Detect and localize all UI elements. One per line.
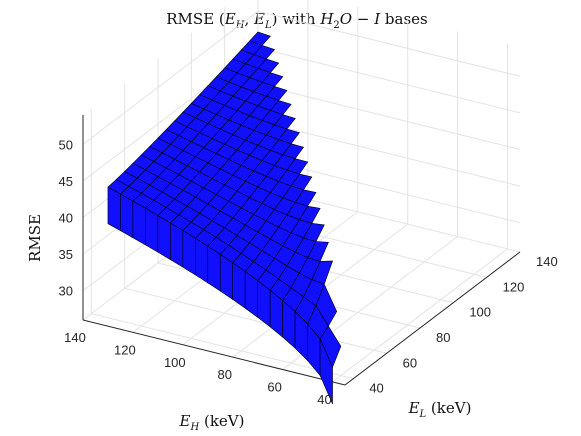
back-wall-grid-line (257, 10, 521, 77)
x-axis-line (82, 319, 346, 386)
surface-edge-patch (207, 245, 221, 292)
y-tick-label: 40 (369, 381, 383, 396)
z-tick-label: 45 (59, 174, 73, 189)
x-axis-label: EH (keV) (179, 412, 245, 433)
floor-grid-line (332, 248, 508, 383)
surface-edge-patch (194, 237, 209, 284)
y-axis-label-symbol: E (408, 399, 420, 417)
surface-edge-patch (145, 207, 159, 253)
y-axis-label-unit: (keV) (426, 399, 471, 417)
y-axis-label: EL (keV) (408, 399, 472, 420)
title-eh: E (224, 10, 236, 28)
title-el-sub: L (264, 20, 272, 31)
x-axis-label-symbol: E (179, 412, 191, 430)
title-minus: − (352, 10, 374, 28)
y-tick-label: 100 (469, 305, 491, 320)
surface-edge-patch (170, 222, 184, 268)
title-text-1: RMSE ( (166, 10, 225, 28)
back-wall-grid-line (257, 47, 521, 114)
tick-labels: 140 120 100 80 60 40 40 60 80 100 120 140 50 45 40 35 30 (59, 137, 558, 407)
surface-edge-patch (319, 338, 333, 404)
y-tick-label: 60 (403, 355, 417, 370)
back-wall-grid-line (257, 84, 521, 150)
x-tick-label: 60 (267, 380, 281, 395)
x-axis-label-sub: H (189, 422, 199, 433)
title-h: H (319, 10, 334, 28)
surface-mesh (107, 31, 342, 404)
title-h-sub: 2 (333, 20, 339, 31)
surface-edge-patch (107, 186, 121, 232)
x-tick-label: 100 (164, 355, 186, 370)
back-wall-grid-line (257, 120, 521, 187)
y-tick-label: 140 (536, 254, 558, 269)
z-axis-label: RMSE (26, 214, 44, 262)
floor-grid-line (124, 287, 387, 354)
z-tick-label: 35 (59, 247, 73, 262)
z-tick-label: 40 (59, 211, 73, 226)
side-wall-grid-line (82, 10, 259, 145)
y-tick-label: 120 (503, 279, 525, 294)
y-axis-line (344, 251, 521, 386)
title-el: E (253, 10, 265, 28)
x-tick-label: 120 (114, 342, 136, 357)
x-tick-label: 80 (217, 367, 231, 382)
title-comma: , (244, 10, 254, 28)
y-axis-label-sub: L (419, 409, 427, 420)
surface-edge-patch (157, 215, 171, 261)
z-tick-label: 50 (59, 137, 73, 152)
floor-grid-line (91, 313, 354, 380)
title-text-3: bases (380, 10, 428, 28)
title-i: I (373, 10, 381, 28)
surface-edge-patch (120, 193, 134, 239)
surface-edge-patch (182, 229, 196, 276)
axes-box (82, 115, 521, 386)
title-o: O (340, 10, 352, 28)
z-tick-label: 30 (59, 284, 73, 299)
surface-edge-patch (132, 200, 146, 246)
x-axis-label-unit: (keV) (199, 412, 244, 430)
x-tick-label: 140 (64, 330, 86, 345)
x-tick-label: 40 (317, 392, 331, 407)
y-tick-label: 80 (436, 330, 450, 345)
